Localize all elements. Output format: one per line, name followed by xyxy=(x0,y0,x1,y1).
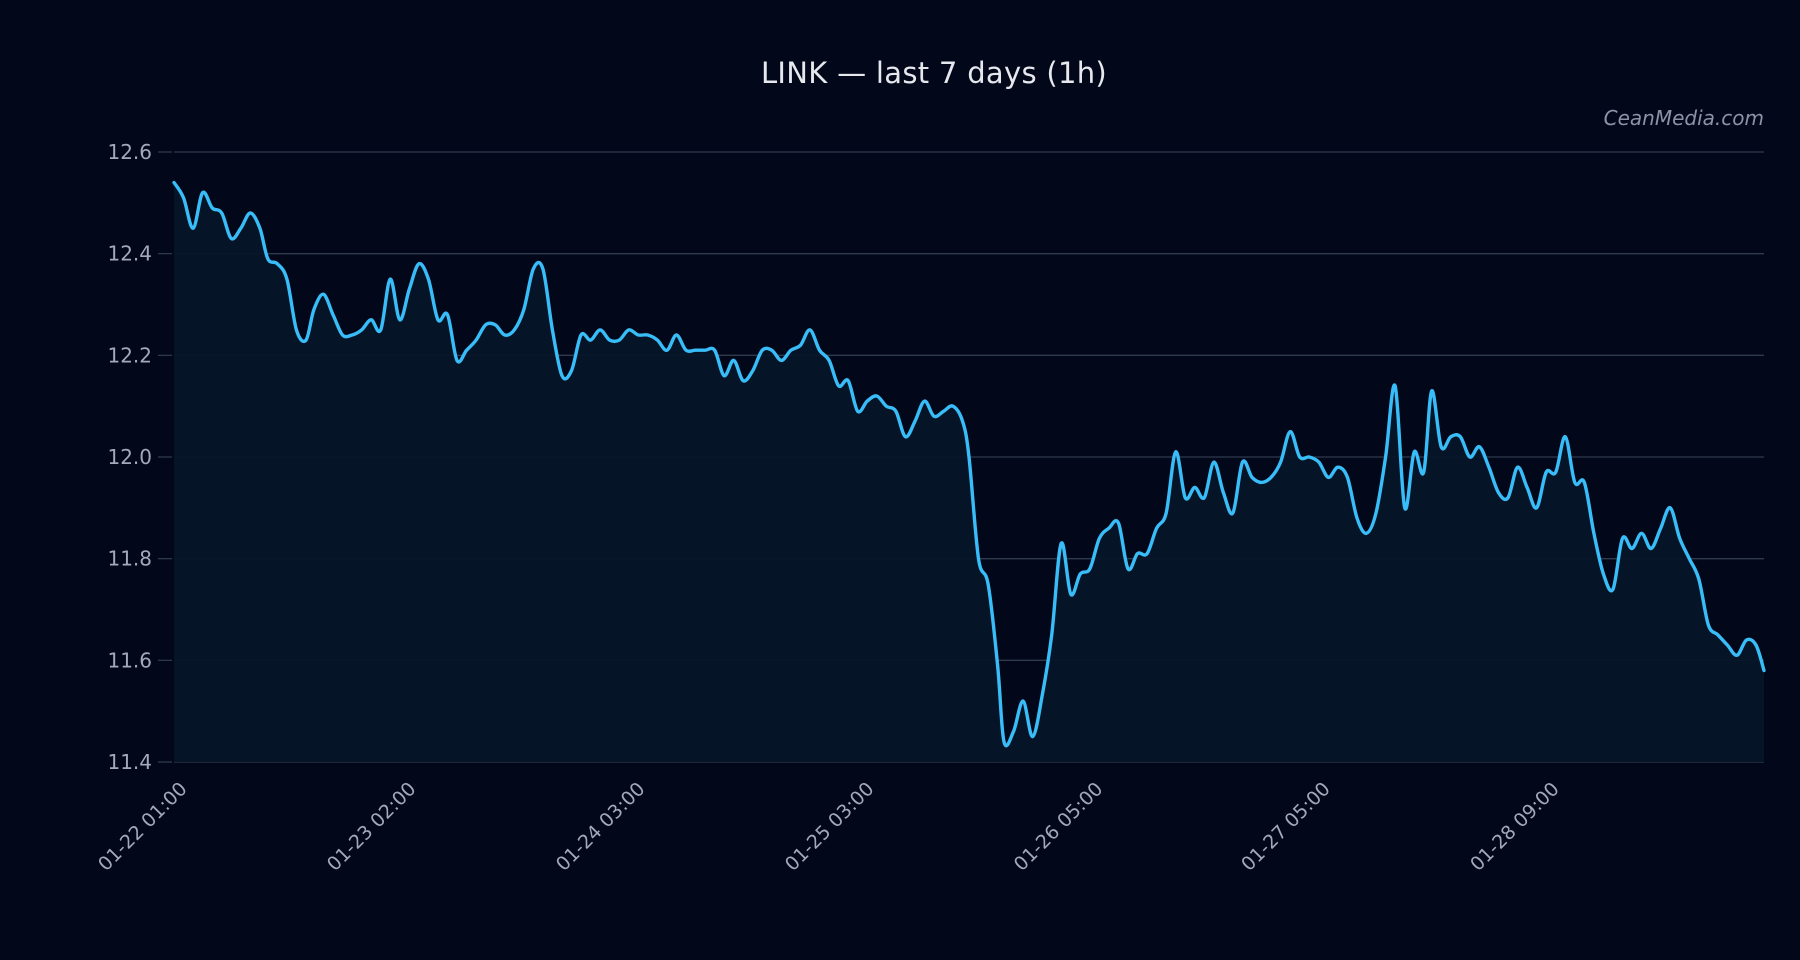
x-tick-label: 01-28 09:00 xyxy=(1466,778,1564,876)
y-tick-label: 12.2 xyxy=(107,343,152,367)
x-tick-label: 01-26 05:00 xyxy=(1010,778,1108,876)
x-tick-label: 01-23 02:00 xyxy=(323,778,421,876)
watermark: CeanMedia.com xyxy=(1603,106,1764,130)
x-tick-label: 01-24 03:00 xyxy=(552,778,650,876)
y-tick-label: 11.8 xyxy=(107,547,152,571)
x-tick-label: 01-27 05:00 xyxy=(1237,778,1335,876)
y-tick-label: 12.4 xyxy=(107,242,152,266)
y-tick-label: 12.0 xyxy=(107,445,152,469)
chart-title: LINK — last 7 days (1h) xyxy=(760,56,1108,90)
x-tick-label: 01-25 03:00 xyxy=(781,778,879,876)
y-axis: 11.4 11.6 11.8 12.0 12.2 12.4 12.6 xyxy=(107,140,172,774)
x-axis: 01-22 01:00 01-23 02:00 01-24 03:00 01-25 0… xyxy=(94,778,1564,876)
x-tick-label: 01-22 01:00 xyxy=(94,778,192,876)
y-tick-label: 12.6 xyxy=(107,140,152,164)
y-tick-label: 11.4 xyxy=(107,750,152,774)
y-tick-label: 11.6 xyxy=(107,648,152,672)
price-line xyxy=(172,180,1766,748)
